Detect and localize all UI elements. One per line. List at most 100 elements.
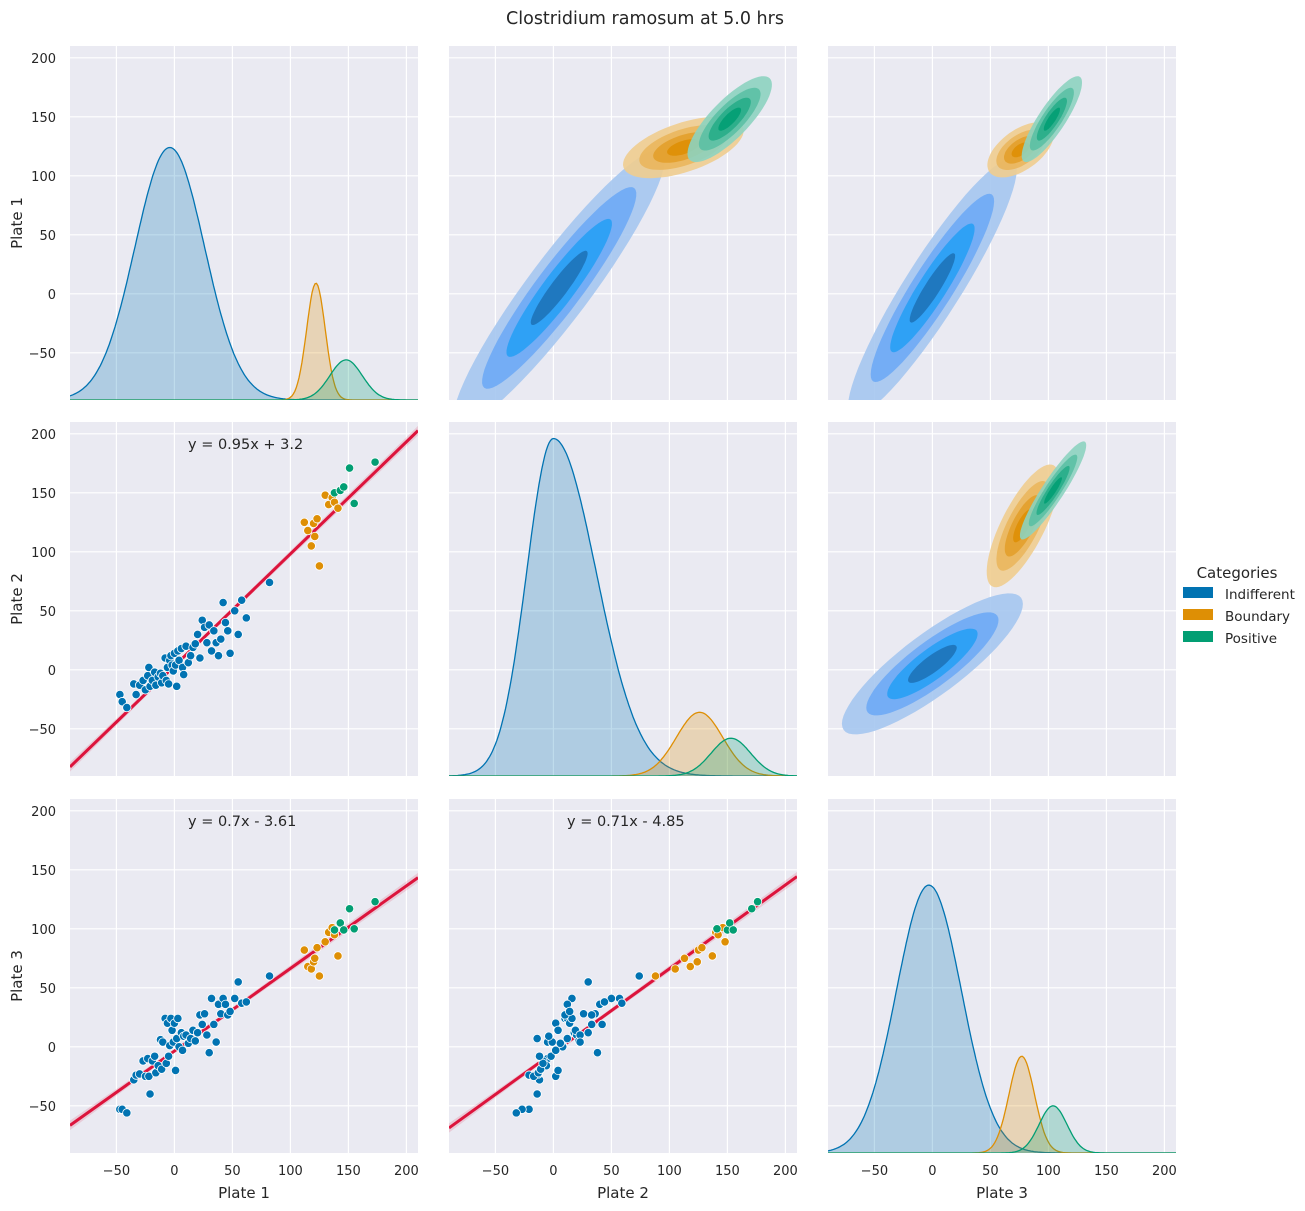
point-indifferent bbox=[202, 1030, 212, 1040]
kde-curve-positive bbox=[70, 359, 418, 400]
y-tick-label: −50 bbox=[29, 347, 56, 362]
point-indifferent bbox=[565, 1006, 575, 1017]
kde-fill-positive bbox=[449, 738, 797, 776]
point-indifferent bbox=[264, 971, 275, 981]
x-tick-label: 150 bbox=[715, 1164, 740, 1179]
point-indifferent bbox=[634, 971, 644, 981]
point-indifferent bbox=[177, 1045, 188, 1055]
point-indifferent bbox=[587, 1019, 597, 1029]
x-tick-label: 50 bbox=[224, 1164, 241, 1179]
point-indifferent bbox=[195, 653, 205, 663]
x-tick-label: 200 bbox=[394, 1164, 419, 1179]
x-tick-label: 50 bbox=[603, 1164, 620, 1179]
point-positive bbox=[370, 897, 380, 907]
point-indifferent bbox=[555, 1038, 565, 1048]
point-boundary bbox=[310, 531, 320, 542]
point-boundary bbox=[333, 951, 343, 961]
point-indifferent bbox=[225, 1006, 235, 1017]
point-indifferent bbox=[131, 689, 141, 700]
kde-fill-indifferent bbox=[828, 885, 1176, 1153]
point-indifferent bbox=[172, 681, 182, 691]
legend-label-positive: Positive bbox=[1225, 631, 1277, 647]
point-indifferent bbox=[553, 1065, 563, 1076]
regression-equation: y = 0.7x - 3.61 bbox=[188, 814, 296, 830]
point-boundary bbox=[303, 525, 313, 536]
point-positive bbox=[349, 924, 359, 934]
kde-fill-boundary bbox=[449, 712, 797, 776]
panel-background bbox=[70, 46, 418, 400]
panel-plate-3-vs-plate-1: y = 0.7x - 3.61 −50 0 50 100 150 200 Plate 3 −50… bbox=[8, 799, 419, 1202]
point-indifferent bbox=[532, 1033, 542, 1044]
point-indifferent bbox=[534, 1051, 545, 1061]
point-indifferent bbox=[241, 613, 251, 623]
regression-equation: y = 0.71x - 4.85 bbox=[567, 814, 685, 830]
kde-fill-positive bbox=[70, 359, 418, 400]
point-indifferent bbox=[206, 646, 217, 656]
point-indifferent bbox=[617, 998, 627, 1008]
x-tick-label: 0 bbox=[170, 1164, 178, 1179]
panel-plate-1-vs-plate-3 bbox=[828, 46, 1176, 400]
x-tick-label: 200 bbox=[1152, 1164, 1177, 1179]
point-indifferent bbox=[587, 1010, 597, 1020]
legend-label-indifferent: Indifferent bbox=[1225, 587, 1295, 603]
point-positive bbox=[752, 897, 763, 907]
panel-content bbox=[848, 76, 1082, 400]
point-boundary bbox=[679, 953, 690, 963]
point-positive bbox=[339, 925, 349, 935]
point-indifferent bbox=[199, 1009, 210, 1019]
point-boundary bbox=[670, 964, 680, 974]
legend-label-boundary: Boundary bbox=[1225, 609, 1290, 625]
x-tick-label: 50 bbox=[982, 1164, 999, 1179]
x-tick-label: 150 bbox=[336, 1164, 361, 1179]
point-boundary bbox=[299, 945, 309, 955]
kde2d-contour-indifferent bbox=[909, 253, 956, 323]
panel-plate-2-vs-plate-1: y = 0.95x + 3.2 −50 0 50 100 150 200 Plate 2 bbox=[8, 422, 418, 776]
y-axis-label: Plate 3 bbox=[8, 950, 26, 1002]
x-tick-label: −50 bbox=[861, 1164, 888, 1179]
point-boundary bbox=[306, 541, 316, 551]
kde-curve-boundary bbox=[828, 1055, 1176, 1153]
y-axis-label: Plate 2 bbox=[8, 573, 26, 625]
point-indifferent bbox=[511, 1108, 521, 1118]
panel-background bbox=[449, 799, 797, 1153]
point-positive bbox=[728, 925, 738, 935]
y-tick-label: 100 bbox=[31, 170, 56, 185]
point-indifferent bbox=[206, 993, 217, 1004]
point-positive bbox=[747, 904, 757, 914]
point-indifferent bbox=[173, 1013, 183, 1024]
y-tick-label: 50 bbox=[39, 605, 56, 620]
panel-content bbox=[70, 872, 418, 1131]
y-tick-label: 0 bbox=[48, 664, 56, 679]
panel-background bbox=[828, 799, 1176, 1153]
point-indifferent bbox=[216, 634, 226, 644]
legend-swatch-positive bbox=[1183, 631, 1213, 642]
point-indifferent bbox=[164, 679, 174, 689]
kde2d-contour-indifferent bbox=[530, 250, 588, 325]
point-indifferent bbox=[599, 997, 610, 1007]
point-indifferent bbox=[553, 1025, 563, 1035]
y-tick-label: −50 bbox=[29, 1100, 56, 1115]
kde-fill-indifferent bbox=[70, 147, 418, 400]
point-indifferent bbox=[562, 1033, 572, 1044]
x-axis-label: Plate 1 bbox=[218, 1184, 270, 1202]
point-positive bbox=[349, 498, 359, 509]
point-boundary bbox=[707, 951, 717, 961]
regression-equation: y = 0.95x + 3.2 bbox=[188, 437, 303, 453]
y-tick-label: −50 bbox=[29, 723, 56, 738]
point-boundary bbox=[333, 503, 343, 513]
point-positive bbox=[329, 925, 340, 935]
point-boundary bbox=[320, 937, 330, 947]
point-indifferent bbox=[264, 577, 275, 588]
point-indifferent bbox=[233, 977, 243, 987]
point-positive bbox=[712, 924, 722, 934]
point-indifferent bbox=[209, 1019, 219, 1029]
kde-fill-boundary bbox=[828, 1056, 1176, 1153]
point-indifferent bbox=[592, 1048, 603, 1058]
point-indifferent bbox=[170, 1065, 181, 1076]
x-tick-label: 0 bbox=[549, 1164, 557, 1179]
panel-content bbox=[449, 437, 797, 776]
figure-title: Clostridium ramosum at 5.0 hrs bbox=[506, 9, 784, 29]
x-tick-label: 100 bbox=[278, 1164, 303, 1179]
panel-content bbox=[70, 425, 418, 772]
